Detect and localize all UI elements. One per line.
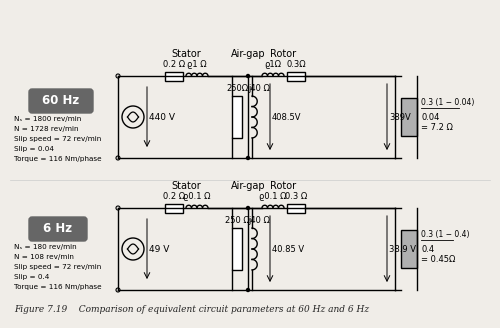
- Text: 0.04: 0.04: [421, 113, 440, 121]
- Text: Figure 7.19    Comparison of equivalent circuit parameters at 60 Hz and 6 Hz: Figure 7.19 Comparison of equivalent cir…: [14, 305, 369, 314]
- Text: ϱ1Ω: ϱ1Ω: [264, 60, 281, 69]
- Text: 40.85 V: 40.85 V: [272, 244, 304, 254]
- Text: Stator: Stator: [172, 181, 202, 191]
- Text: ϱ0.1 Ω: ϱ0.1 Ω: [183, 192, 211, 201]
- Text: j40 Ω: j40 Ω: [248, 216, 270, 225]
- Text: 38.9 V: 38.9 V: [389, 244, 416, 254]
- FancyBboxPatch shape: [29, 217, 87, 241]
- Text: Slip speed = 72 rev/min: Slip speed = 72 rev/min: [14, 264, 101, 270]
- Text: Slip = 0.4: Slip = 0.4: [14, 274, 50, 280]
- Text: = 7.2 Ω: = 7.2 Ω: [421, 124, 453, 133]
- Text: Stator: Stator: [172, 49, 202, 59]
- Text: Rotor: Rotor: [270, 49, 296, 59]
- Text: 0.4: 0.4: [421, 244, 434, 254]
- Text: Nₛ = 180 rev/min: Nₛ = 180 rev/min: [14, 244, 76, 250]
- Circle shape: [246, 207, 250, 210]
- Text: Rotor: Rotor: [270, 181, 296, 191]
- Circle shape: [246, 289, 250, 292]
- Text: Air-gap: Air-gap: [230, 181, 266, 191]
- Bar: [232, 228, 242, 270]
- Text: j40 Ω: j40 Ω: [248, 84, 270, 93]
- Circle shape: [246, 156, 250, 159]
- Text: Slip speed = 72 rev/min: Slip speed = 72 rev/min: [14, 136, 101, 142]
- Text: 440 V: 440 V: [149, 113, 175, 121]
- Circle shape: [246, 74, 250, 77]
- Text: 6 Hz: 6 Hz: [44, 222, 72, 236]
- Text: 0.3 (1 − 0.4): 0.3 (1 − 0.4): [421, 230, 470, 239]
- Text: N = 1728 rev/min: N = 1728 rev/min: [14, 126, 78, 132]
- Text: Air-gap: Air-gap: [230, 49, 266, 59]
- Bar: [401, 98, 417, 136]
- Bar: [232, 96, 242, 138]
- Text: ϱ1 Ω: ϱ1 Ω: [187, 60, 207, 69]
- Text: 0.2 Ω: 0.2 Ω: [163, 60, 185, 69]
- Text: Slip = 0.04: Slip = 0.04: [14, 146, 54, 152]
- Bar: [401, 230, 417, 268]
- Text: Nₛ = 1800 rev/min: Nₛ = 1800 rev/min: [14, 116, 81, 122]
- Text: = 0.45Ω: = 0.45Ω: [421, 256, 456, 264]
- Text: ϱ0.1 Ω: ϱ0.1 Ω: [259, 192, 287, 201]
- Bar: [287, 203, 305, 213]
- Text: 49 V: 49 V: [149, 244, 170, 254]
- Text: 250 Ω: 250 Ω: [224, 216, 250, 225]
- Bar: [165, 203, 183, 213]
- Text: 408.5V: 408.5V: [272, 113, 302, 121]
- Bar: [287, 72, 305, 80]
- Text: 0.3Ω: 0.3Ω: [286, 60, 306, 69]
- Text: 389V: 389V: [389, 113, 411, 121]
- Text: Torque = 116 Nm/phase: Torque = 116 Nm/phase: [14, 156, 102, 162]
- Text: 0.3 Ω: 0.3 Ω: [285, 192, 307, 201]
- Text: 0.3 (1 − 0.04): 0.3 (1 − 0.04): [421, 98, 474, 107]
- Text: 0.2 Ω: 0.2 Ω: [163, 192, 185, 201]
- Text: Torque = 116 Nm/phase: Torque = 116 Nm/phase: [14, 284, 102, 290]
- Bar: [165, 72, 183, 80]
- Text: 250Ω: 250Ω: [226, 84, 248, 93]
- FancyBboxPatch shape: [29, 89, 93, 113]
- Text: N = 108 rev/min: N = 108 rev/min: [14, 254, 74, 260]
- Text: 60 Hz: 60 Hz: [42, 94, 80, 108]
